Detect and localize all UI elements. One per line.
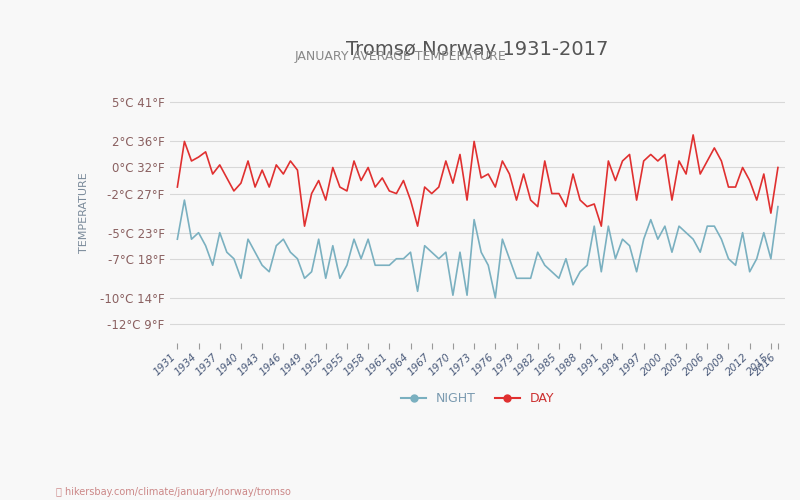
Title: Tromsø Norway 1931-2017: Tromsø Norway 1931-2017: [346, 40, 609, 59]
Legend: NIGHT, DAY: NIGHT, DAY: [396, 387, 559, 410]
Y-axis label: TEMPERATURE: TEMPERATURE: [79, 172, 89, 254]
Text: 🔴 hikersbay.com/climate/january/norway/tromso: 🔴 hikersbay.com/climate/january/norway/t…: [56, 487, 291, 497]
Text: JANUARY AVERAGE TEMPERATURE: JANUARY AVERAGE TEMPERATURE: [294, 50, 506, 63]
